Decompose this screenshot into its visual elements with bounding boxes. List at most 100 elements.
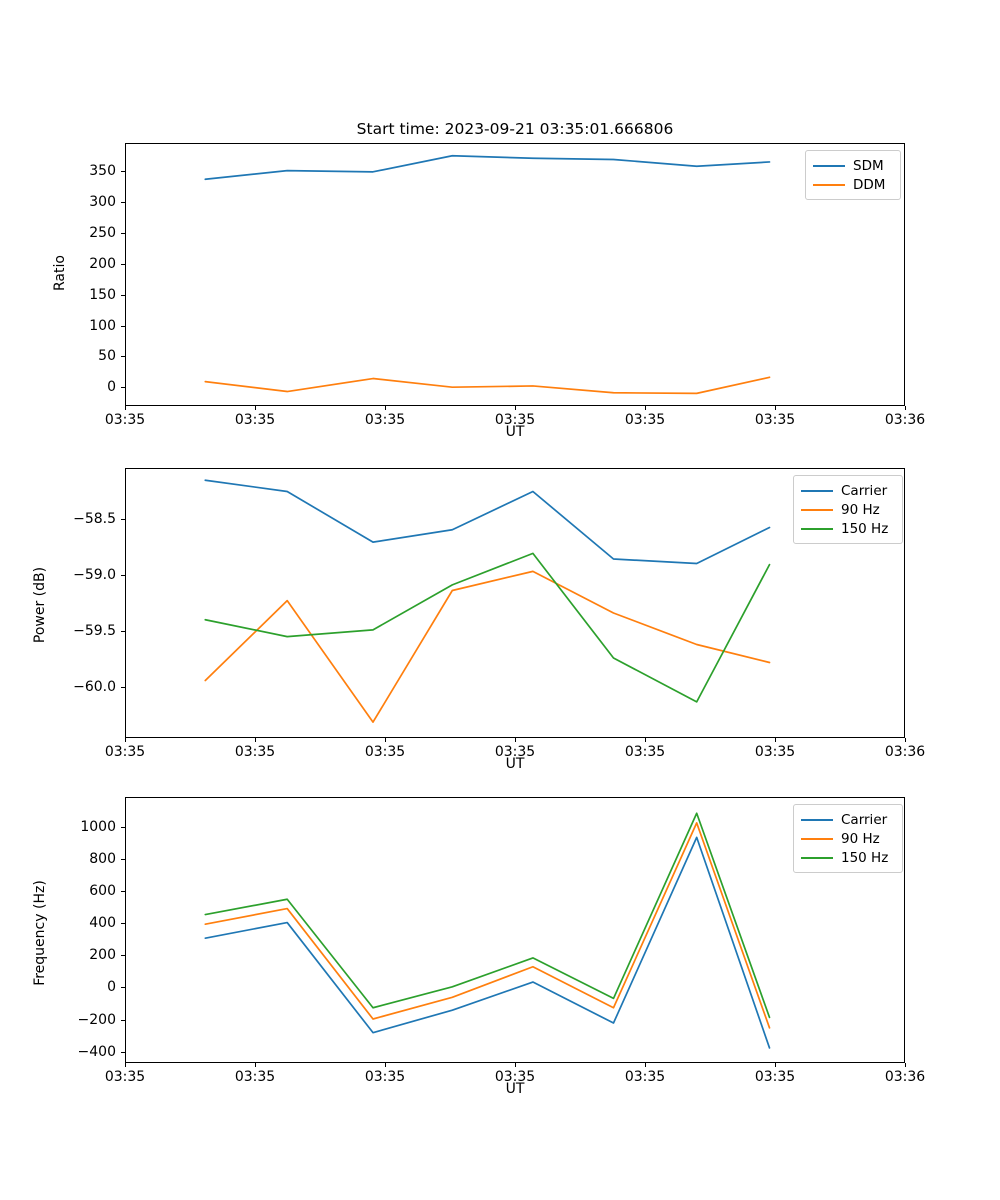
ytick-mark bbox=[121, 631, 125, 633]
xtick-label: 03:35 bbox=[494, 744, 536, 760]
ytick-mark bbox=[121, 1019, 125, 1021]
legend-item[interactable]: 150 Hz bbox=[801, 848, 895, 867]
xtick-label: 03:35 bbox=[494, 1069, 536, 1085]
ytick-label: −59.0 bbox=[73, 566, 116, 583]
ytick-label: 250 bbox=[89, 224, 116, 241]
xtick-mark bbox=[645, 1063, 646, 1067]
xtick-mark bbox=[385, 406, 386, 410]
power-ylabel: Power (dB) bbox=[32, 566, 48, 644]
xtick-mark bbox=[255, 1063, 256, 1067]
xtick-mark bbox=[385, 738, 386, 742]
ytick-label: 50 bbox=[98, 348, 116, 365]
legend-color-swatch bbox=[801, 508, 833, 511]
ratio-subplot: Start time: 2023-09-21 03:35:01.666806 bbox=[125, 120, 905, 406]
xtick-label: 03:36 bbox=[884, 744, 926, 760]
ytick-label: −58.5 bbox=[73, 510, 116, 527]
xtick-label: 03:35 bbox=[364, 744, 406, 760]
frequency-subplot bbox=[125, 797, 905, 1063]
legend-label: SDM bbox=[853, 157, 884, 174]
xtick-mark bbox=[125, 406, 126, 410]
ytick-mark bbox=[121, 518, 125, 520]
legend-item[interactable]: 150 Hz bbox=[801, 519, 895, 538]
legend-color-swatch bbox=[801, 818, 833, 821]
ytick-label: 300 bbox=[89, 193, 116, 210]
ratio-legend[interactable]: SDM DDM bbox=[805, 150, 901, 200]
xtick-label: 03:35 bbox=[754, 1069, 796, 1085]
xtick-label: 03:35 bbox=[754, 744, 796, 760]
legend-color-swatch bbox=[801, 527, 833, 530]
xtick-label: 03:36 bbox=[884, 1069, 926, 1085]
series-line-carrier bbox=[204, 836, 771, 1049]
frequency-ylabel: Frequency (Hz) bbox=[32, 880, 48, 986]
frequency-xlabel: UT bbox=[505, 1081, 525, 1097]
ytick-label: 200 bbox=[89, 255, 116, 272]
legend-item[interactable]: 90 Hz bbox=[801, 500, 895, 519]
power-xlabel: UT bbox=[505, 756, 525, 772]
series-line-90-hz bbox=[204, 822, 771, 1029]
xtick-mark bbox=[775, 1063, 776, 1067]
legend-item[interactable]: Carrier bbox=[801, 481, 895, 500]
power-plot-lines bbox=[204, 479, 771, 723]
ratio-plot-lines bbox=[204, 154, 771, 395]
power-legend[interactable]: Carrier 90 Hz 150 Hz bbox=[793, 475, 903, 544]
ytick-label: 350 bbox=[89, 162, 116, 179]
ytick-mark bbox=[121, 387, 125, 389]
xtick-label: 03:36 bbox=[884, 412, 926, 428]
xtick-mark bbox=[515, 738, 516, 742]
ytick-label: 0 bbox=[107, 979, 116, 996]
xtick-label: 03:35 bbox=[624, 1069, 666, 1085]
ytick-mark bbox=[121, 170, 125, 172]
ytick-label: 800 bbox=[89, 850, 116, 867]
legend-item[interactable]: Carrier bbox=[801, 810, 895, 829]
xtick-mark bbox=[515, 1063, 516, 1067]
legend-color-swatch bbox=[801, 856, 833, 859]
xtick-mark bbox=[385, 1063, 386, 1067]
ytick-mark bbox=[121, 955, 125, 957]
ytick-label: −60.0 bbox=[73, 679, 116, 696]
legend-item[interactable]: DDM bbox=[813, 175, 893, 194]
xtick-mark bbox=[255, 406, 256, 410]
series-line-150-hz bbox=[204, 552, 771, 703]
ytick-label: 0 bbox=[107, 379, 116, 396]
ytick-mark bbox=[121, 263, 125, 265]
series-line-ddm bbox=[204, 376, 771, 395]
frequency-plot-lines bbox=[204, 812, 771, 1049]
frequency-legend[interactable]: Carrier 90 Hz 150 Hz bbox=[793, 804, 903, 873]
legend-label: 90 Hz bbox=[841, 830, 880, 847]
legend-label: 90 Hz bbox=[841, 501, 880, 518]
ytick-label: −200 bbox=[77, 1011, 116, 1028]
ytick-mark bbox=[121, 1051, 125, 1053]
xtick-mark bbox=[125, 1063, 126, 1067]
legend-item[interactable]: SDM bbox=[813, 156, 893, 175]
xtick-label: 03:35 bbox=[234, 744, 276, 760]
xtick-mark bbox=[125, 738, 126, 742]
figure-title: Start time: 2023-09-21 03:35:01.666806 bbox=[356, 120, 674, 138]
ytick-mark bbox=[121, 294, 125, 296]
xtick-label: 03:35 bbox=[104, 412, 146, 428]
xtick-label: 03:35 bbox=[364, 412, 406, 428]
xtick-label: 03:35 bbox=[624, 412, 666, 428]
xtick-mark bbox=[645, 738, 646, 742]
xtick-mark bbox=[645, 406, 646, 410]
series-line-150-hz bbox=[204, 812, 771, 1019]
legend-color-swatch bbox=[801, 837, 833, 840]
xtick-mark bbox=[775, 738, 776, 742]
xtick-label: 03:35 bbox=[104, 1069, 146, 1085]
ytick-mark bbox=[121, 891, 125, 893]
legend-item[interactable]: 90 Hz bbox=[801, 829, 895, 848]
series-line-sdm bbox=[204, 154, 771, 181]
legend-label: Carrier bbox=[841, 482, 888, 499]
xtick-label: 03:35 bbox=[494, 412, 536, 428]
ratio-xlabel: UT bbox=[505, 424, 525, 440]
xtick-mark bbox=[515, 406, 516, 410]
ytick-label: −59.5 bbox=[73, 623, 116, 640]
xtick-mark bbox=[905, 1063, 906, 1067]
xtick-mark bbox=[775, 406, 776, 410]
ytick-label: 600 bbox=[89, 883, 116, 900]
xtick-mark bbox=[905, 406, 906, 410]
ytick-label: 400 bbox=[89, 915, 116, 932]
ytick-mark bbox=[121, 826, 125, 828]
legend-label: DDM bbox=[853, 176, 886, 193]
ytick-mark bbox=[121, 232, 125, 234]
legend-label: Carrier bbox=[841, 811, 888, 828]
